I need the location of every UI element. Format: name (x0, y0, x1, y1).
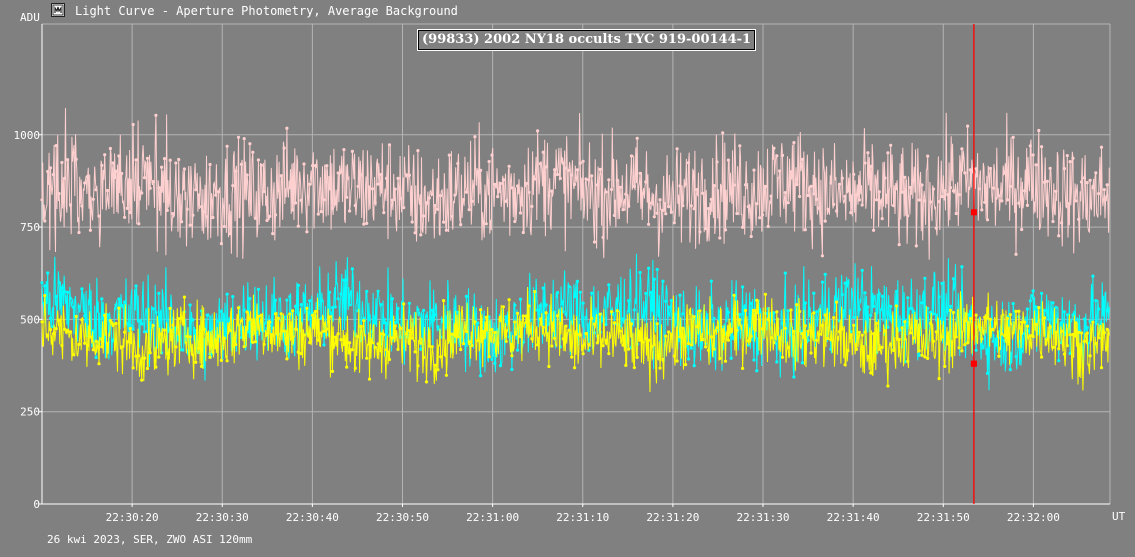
x-tick-label: 22:31:00 (466, 511, 519, 524)
series-cyan-markers (40, 265, 1109, 379)
light-curve-app-icon[interactable] (51, 3, 65, 17)
cursor-marker-yellow (970, 360, 977, 367)
y-tick-label: 0 (33, 498, 40, 511)
x-tick-label: 22:31:20 (646, 511, 699, 524)
footer-info: 26 kwi 2023, SER, ZWO ASI 120mm (47, 533, 253, 546)
y-axis-unit-label: ADU (20, 11, 40, 24)
x-tick-label: 22:30:20 (106, 511, 159, 524)
window-title: Light Curve - Aperture Photometry, Avera… (75, 4, 458, 18)
series-pink-markers (40, 113, 1109, 258)
cursor-marker-pink (970, 209, 977, 216)
y-tick-label: 1000 (14, 129, 41, 142)
y-tick-label: 750 (20, 221, 40, 234)
x-tick-label: 22:31:30 (737, 511, 790, 524)
x-tick-label: 22:31:40 (827, 511, 880, 524)
series-yellow-markers (40, 290, 1109, 388)
x-tick-label: 22:30:30 (196, 511, 249, 524)
x-tick-label: 22:31:50 (917, 511, 970, 524)
x-axis-unit-label: UT (1112, 510, 1126, 523)
y-tick-label: 500 (20, 313, 40, 326)
x-tick-label: 22:32:00 (1007, 511, 1060, 524)
y-tick-label: 250 (20, 406, 40, 419)
x-tick-label: 22:30:40 (286, 511, 339, 524)
x-tick-label: 22:31:10 (556, 511, 609, 524)
x-tick-label: 22:30:50 (376, 511, 429, 524)
chart-title: (99833) 2002 NY18 occults TYC 919-00144-… (416, 29, 757, 51)
series-yellow-line (41, 287, 1110, 393)
series-pink-line (41, 107, 1110, 260)
title-bar: Light Curve - Aperture Photometry, Avera… (0, 0, 1135, 24)
